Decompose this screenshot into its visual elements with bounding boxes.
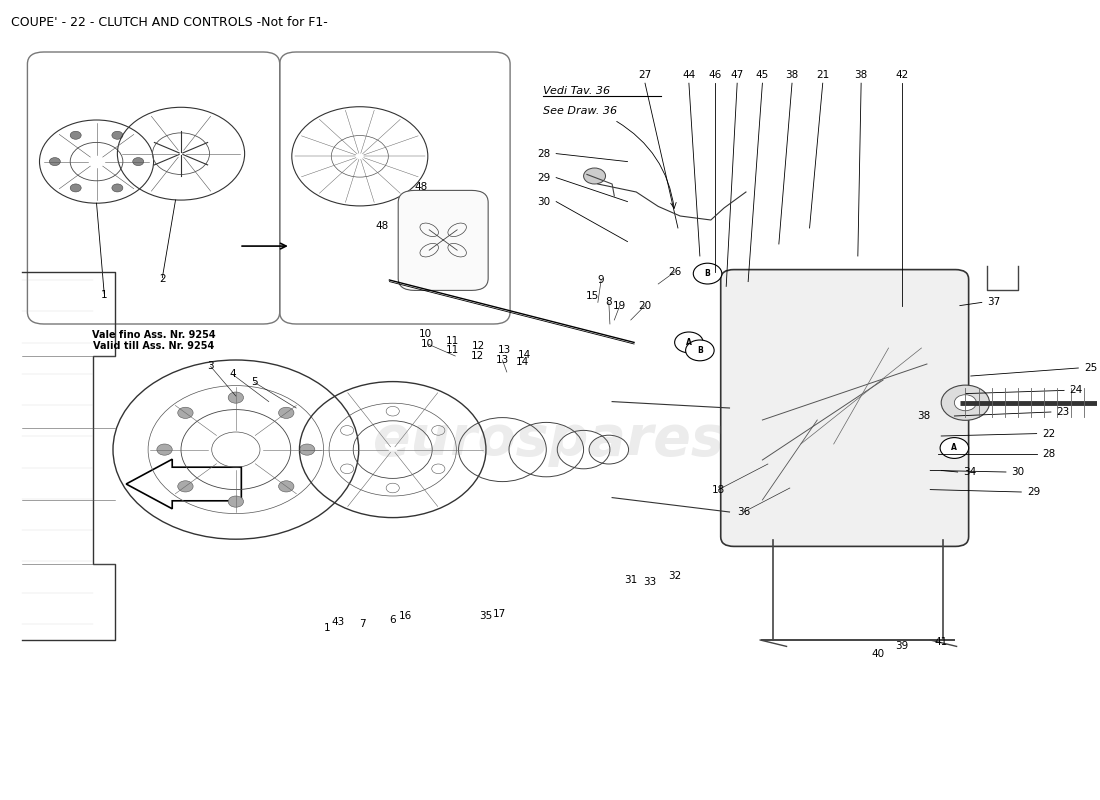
Text: 16: 16 — [399, 611, 412, 621]
Circle shape — [112, 131, 123, 139]
Text: 35: 35 — [480, 611, 493, 621]
Text: 38: 38 — [855, 70, 868, 80]
Text: 46: 46 — [708, 70, 722, 80]
Text: 10: 10 — [421, 339, 434, 349]
Circle shape — [133, 158, 144, 166]
Circle shape — [70, 184, 81, 192]
Circle shape — [70, 131, 81, 139]
Text: 34: 34 — [964, 467, 977, 477]
Text: Vale fino Ass. Nr. 9254
Valid till Ass. Nr. 9254: Vale fino Ass. Nr. 9254 Valid till Ass. … — [91, 330, 216, 351]
Text: 1: 1 — [323, 623, 330, 633]
Text: 47: 47 — [730, 70, 744, 80]
Circle shape — [584, 168, 605, 184]
Text: 12: 12 — [471, 351, 484, 361]
Text: COUPE' - 22 - CLUTCH AND CONTROLS -Not for F1-: COUPE' - 22 - CLUTCH AND CONTROLS -Not f… — [11, 16, 328, 29]
Text: 22: 22 — [1042, 429, 1055, 438]
Circle shape — [157, 444, 173, 455]
Circle shape — [685, 340, 714, 361]
Circle shape — [431, 464, 444, 474]
Text: 31: 31 — [624, 575, 637, 585]
Text: 44: 44 — [682, 70, 695, 80]
Text: 14: 14 — [518, 350, 531, 360]
Text: 8: 8 — [605, 298, 612, 307]
Text: 29: 29 — [538, 173, 551, 182]
Text: 29: 29 — [1026, 487, 1039, 497]
Circle shape — [341, 426, 354, 435]
Text: 48: 48 — [375, 221, 388, 230]
Text: 43: 43 — [331, 618, 344, 627]
Text: 7: 7 — [359, 619, 365, 629]
Text: 18: 18 — [712, 485, 725, 494]
Text: 42: 42 — [895, 70, 909, 80]
Circle shape — [431, 426, 444, 435]
Text: 38: 38 — [917, 411, 931, 421]
Circle shape — [228, 496, 243, 507]
Text: 30: 30 — [1011, 467, 1024, 477]
Circle shape — [386, 483, 399, 493]
Text: See Draw. 36: See Draw. 36 — [543, 106, 617, 116]
Text: 41: 41 — [935, 637, 948, 646]
Circle shape — [50, 158, 60, 166]
Text: 17: 17 — [493, 610, 506, 619]
Circle shape — [341, 464, 354, 474]
Text: 24: 24 — [1069, 386, 1082, 395]
Text: 25: 25 — [1084, 363, 1097, 373]
Text: 28: 28 — [538, 149, 551, 158]
Text: 13: 13 — [498, 346, 512, 355]
Text: 45: 45 — [756, 70, 769, 80]
Circle shape — [278, 481, 294, 492]
Text: 6: 6 — [389, 615, 396, 625]
Text: 32: 32 — [668, 571, 681, 581]
Text: 13: 13 — [496, 355, 509, 365]
Circle shape — [674, 332, 703, 353]
Circle shape — [299, 444, 315, 455]
Text: 2: 2 — [160, 274, 166, 284]
Text: 5: 5 — [251, 378, 257, 387]
FancyBboxPatch shape — [720, 270, 969, 546]
Text: 28: 28 — [1042, 450, 1055, 459]
Text: 30: 30 — [538, 197, 551, 206]
Circle shape — [693, 263, 722, 284]
Circle shape — [955, 394, 977, 410]
Text: 48: 48 — [415, 182, 428, 192]
Text: 4: 4 — [229, 370, 235, 379]
FancyBboxPatch shape — [398, 190, 488, 290]
Text: 33: 33 — [642, 578, 656, 587]
Circle shape — [278, 407, 294, 418]
Text: A: A — [952, 443, 957, 453]
Text: 26: 26 — [668, 267, 681, 277]
Circle shape — [178, 481, 194, 492]
Text: 19: 19 — [613, 301, 626, 310]
Text: 23: 23 — [1056, 407, 1069, 417]
Text: A: A — [686, 338, 692, 347]
Text: 10: 10 — [419, 330, 432, 339]
Text: B: B — [705, 269, 711, 278]
Text: 20: 20 — [638, 301, 651, 310]
Text: 40: 40 — [871, 650, 884, 659]
Text: 9: 9 — [597, 275, 605, 285]
Text: eurospares: eurospares — [373, 413, 724, 467]
Text: 15: 15 — [585, 291, 600, 301]
FancyArrow shape — [126, 459, 241, 509]
Text: B: B — [697, 346, 703, 355]
Circle shape — [940, 438, 969, 458]
Text: 12: 12 — [472, 341, 485, 350]
Circle shape — [942, 385, 990, 420]
Text: 21: 21 — [816, 70, 829, 80]
Circle shape — [386, 406, 399, 416]
Circle shape — [228, 392, 243, 403]
Text: 1: 1 — [101, 290, 108, 300]
Circle shape — [112, 184, 123, 192]
Text: 39: 39 — [895, 642, 909, 651]
Text: 14: 14 — [516, 357, 529, 366]
Text: 3: 3 — [207, 362, 213, 371]
Text: 38: 38 — [785, 70, 799, 80]
Text: 37: 37 — [988, 298, 1001, 307]
Circle shape — [178, 407, 194, 418]
Text: 27: 27 — [638, 70, 651, 80]
Text: 11: 11 — [446, 336, 459, 346]
Text: Vedi Tav. 36: Vedi Tav. 36 — [543, 86, 610, 96]
Text: 11: 11 — [446, 346, 459, 355]
Text: 36: 36 — [737, 507, 750, 517]
